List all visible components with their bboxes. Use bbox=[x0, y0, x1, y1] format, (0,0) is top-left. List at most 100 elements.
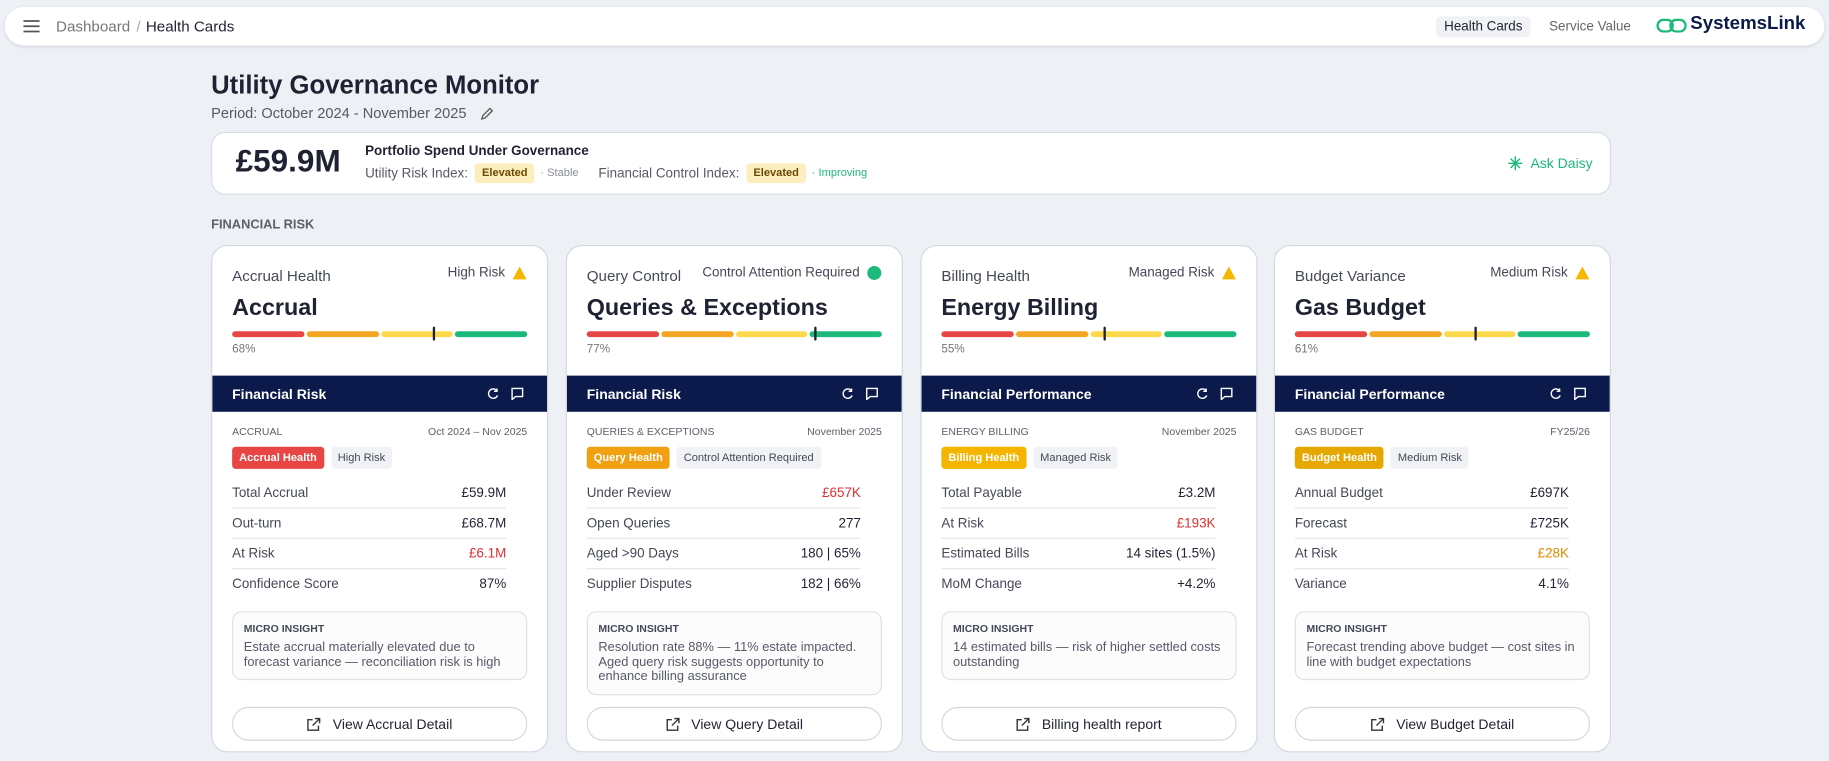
summary-amount: £59.9M bbox=[235, 143, 341, 179]
gauge-percent: 77% bbox=[586, 342, 611, 356]
gauge bbox=[586, 326, 882, 341]
tag: Query Health bbox=[586, 446, 670, 469]
risk-icon bbox=[867, 265, 882, 280]
metric-label: Open Queries bbox=[586, 516, 671, 531]
tag: Billing Health bbox=[941, 446, 1027, 469]
detail-button[interactable]: View Query Detail bbox=[586, 706, 882, 741]
metric-row: Total Accrual £59.9M bbox=[232, 478, 507, 509]
index-trend: · Improving bbox=[811, 166, 868, 180]
metrics: Total Payable £3.2M At Risk £193K Estimated … bbox=[941, 478, 1216, 598]
gauge-segment bbox=[1443, 331, 1516, 338]
breadcrumb-separator: / bbox=[136, 17, 141, 35]
metric-row: Out-turn £68.7M bbox=[232, 509, 507, 539]
metric-value: 180 | 65% bbox=[800, 546, 861, 561]
meta-date: November 2025 bbox=[807, 425, 882, 438]
refresh-icon bbox=[1197, 388, 1208, 399]
gauge bbox=[941, 326, 1237, 341]
card-title: Gas Budget bbox=[1294, 295, 1426, 321]
button-label: View Accrual Detail bbox=[332, 715, 453, 732]
metric-label: Out-turn bbox=[232, 516, 282, 531]
metric-label: Total Payable bbox=[941, 485, 1022, 500]
tag: Medium Risk bbox=[1390, 446, 1469, 469]
card-title: Queries & Exceptions bbox=[586, 295, 828, 321]
breadcrumb-link[interactable]: Dashboard bbox=[55, 17, 131, 35]
tags: Accrual Health High Risk bbox=[232, 446, 527, 469]
section-heading: FINANCIAL RISK bbox=[211, 218, 315, 233]
risk-level: High Risk bbox=[448, 266, 528, 280]
refresh-icon bbox=[1550, 388, 1561, 399]
metric-value: £193K bbox=[1176, 516, 1216, 531]
brand-name[interactable]: SystemsLink bbox=[1690, 13, 1806, 34]
insight-text: Forecast trending above budget — cost si… bbox=[1306, 640, 1575, 669]
gauge-segment bbox=[809, 331, 882, 338]
insight-text: 14 estimated bills — risk of higher sett… bbox=[953, 640, 1221, 669]
metric-value: £6.1M bbox=[468, 546, 507, 561]
gauge-segment bbox=[455, 331, 528, 338]
card-title: Energy Billing bbox=[941, 295, 1099, 321]
meta-date: FY25/26 bbox=[1550, 425, 1590, 438]
risk-level: Managed Risk bbox=[1129, 266, 1237, 280]
metric-label: At Risk bbox=[941, 516, 984, 531]
metric-value: £725K bbox=[1530, 516, 1569, 531]
button-label: View Query Detail bbox=[691, 715, 804, 732]
gauge-segment bbox=[306, 331, 379, 338]
meta-label: QUERIES & EXCEPTIONS bbox=[586, 425, 715, 438]
insight-title: MICRO INSIGHT bbox=[598, 622, 679, 635]
metric-label: At Risk bbox=[1294, 546, 1338, 561]
metric-label: Total Accrual bbox=[232, 485, 309, 500]
health-card: Query Control Control Attention Required Q… bbox=[565, 244, 903, 753]
breadcrumb-current: Health Cards bbox=[145, 17, 235, 35]
risk-label: High Risk bbox=[447, 265, 506, 280]
metric-row: Confidence Score 87% bbox=[232, 569, 506, 598]
index-row: Utility Risk Index: Elevated · Stable Finan… bbox=[365, 163, 868, 184]
metric-value: 277 bbox=[838, 516, 861, 531]
gauge-segment bbox=[1294, 331, 1367, 338]
band-label: Financial Risk bbox=[586, 386, 681, 403]
metric-row: MoM Change +4.2% bbox=[941, 569, 1215, 598]
gauge-percent: 61% bbox=[1294, 342, 1319, 356]
metric-value: £59.9M bbox=[461, 485, 507, 500]
metric-row: At Risk £193K bbox=[941, 509, 1216, 539]
metric-label: Confidence Score bbox=[232, 576, 339, 591]
card-meta: ACCRUAL Oct 2024 – Nov 2025 bbox=[232, 426, 527, 438]
card-band: Financial Risk bbox=[566, 375, 902, 412]
nav-link[interactable]: Health Cards bbox=[1435, 16, 1531, 38]
gauge bbox=[1294, 326, 1590, 341]
health-card: Accrual Health High Risk Accrual 68% Financi… bbox=[211, 244, 549, 753]
button-label: View Budget Detail bbox=[1396, 715, 1515, 732]
metric-value: £3.2M bbox=[1178, 485, 1216, 500]
comment-icon bbox=[866, 387, 878, 401]
gauge-segment bbox=[1015, 331, 1088, 338]
metrics: Annual Budget £697K Forecast £725K At Risk £2… bbox=[1294, 478, 1569, 598]
detail-button[interactable]: Billing health report bbox=[941, 706, 1237, 741]
band-label: Financial Risk bbox=[232, 386, 327, 403]
ask-daisy-button[interactable]: Ask Daisy bbox=[1530, 155, 1593, 172]
detail-button[interactable]: View Budget Detail bbox=[1294, 706, 1590, 741]
gauge-segment bbox=[586, 331, 659, 338]
metrics: Under Review £657K Open Queries 277 Aged >90… bbox=[586, 478, 861, 598]
card-title: Accrual bbox=[232, 295, 318, 321]
index-status: Elevated bbox=[474, 163, 535, 184]
metric-label: At Risk bbox=[232, 546, 275, 561]
metric-row: Variance 4.1% bbox=[1295, 569, 1569, 598]
card-category: Query Control bbox=[586, 267, 682, 285]
metrics: Total Accrual £59.9M Out-turn £68.7M At Risk… bbox=[232, 478, 507, 598]
detail-button[interactable]: View Accrual Detail bbox=[232, 706, 528, 741]
nav-link[interactable]: Service Value bbox=[1549, 19, 1631, 34]
edit-icon[interactable] bbox=[479, 106, 494, 121]
metric-row: Forecast £725K bbox=[1294, 509, 1569, 539]
risk-level: Control Attention Required bbox=[702, 265, 882, 280]
menu-icon[interactable] bbox=[23, 20, 40, 33]
index-trend: · Stable bbox=[540, 166, 579, 180]
metric-row: At Risk £28K bbox=[1294, 539, 1569, 570]
comment-icon bbox=[511, 387, 524, 401]
card-category: Accrual Health bbox=[232, 267, 331, 285]
metric-row: Total Payable £3.2M bbox=[941, 478, 1216, 509]
metric-label: MoM Change bbox=[941, 576, 1022, 591]
health-card: Budget Variance Medium Risk Gas Budget 61% F… bbox=[1273, 244, 1611, 753]
tag: Managed Risk bbox=[1033, 446, 1119, 469]
external-link-icon bbox=[1016, 717, 1030, 731]
metric-value: +4.2% bbox=[1177, 576, 1216, 591]
top-nav: Dashboard / Health Cards Health Cards Se… bbox=[4, 6, 1825, 46]
